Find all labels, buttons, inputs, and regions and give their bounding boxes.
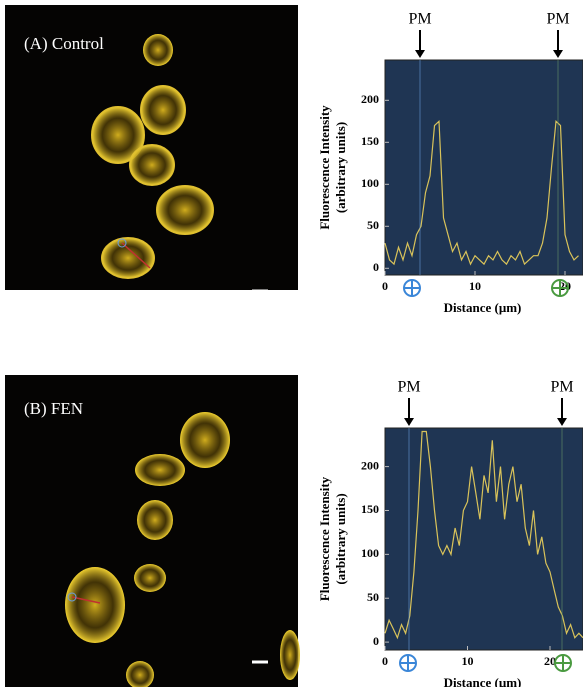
y-tick-label: 150 bbox=[361, 502, 379, 516]
x-axis-label: Distance (μm) bbox=[444, 675, 522, 687]
pm-arrowhead bbox=[415, 50, 425, 58]
panel-label: (A) Control bbox=[24, 34, 104, 53]
y-tick-label: 50 bbox=[367, 590, 379, 604]
x-tick-label: 10 bbox=[469, 279, 481, 293]
profile-line bbox=[384, 430, 583, 640]
micrograph-a: (A) Control bbox=[5, 5, 298, 293]
x-tick-label: 10 bbox=[462, 654, 474, 668]
y-axis-label: (arbitrary units) bbox=[333, 122, 348, 213]
y-tick-label: 0 bbox=[373, 260, 379, 274]
plot bbox=[384, 430, 583, 650]
pm-arrowhead bbox=[404, 418, 414, 426]
y-axis-label: (arbitrary units) bbox=[333, 493, 348, 584]
y-tick-label: 50 bbox=[367, 218, 379, 232]
profile-line bbox=[384, 119, 579, 266]
pm-label: PM bbox=[397, 379, 420, 396]
y-tick-label: 100 bbox=[361, 176, 379, 190]
y-tick-label: 200 bbox=[361, 458, 379, 472]
x-tick-label: 0 bbox=[382, 279, 388, 293]
pm-arrowhead bbox=[553, 50, 563, 58]
plot bbox=[384, 99, 579, 275]
micrograph-b: (B) FEN bbox=[5, 375, 300, 689]
y-axis-label: Fluorescence Intensity bbox=[317, 476, 332, 601]
x-tick-label: 0 bbox=[382, 654, 388, 668]
pm-label: PM bbox=[408, 11, 431, 28]
y-tick-label: 200 bbox=[361, 92, 379, 106]
y-axis-label: Fluorescence Intensity bbox=[317, 105, 332, 230]
marker-cross bbox=[400, 655, 416, 671]
marker-cross bbox=[404, 280, 420, 296]
pm-label: PM bbox=[550, 379, 573, 396]
y-tick-label: 100 bbox=[361, 546, 379, 560]
x-tick-label: 20 bbox=[544, 654, 556, 668]
pm-arrowhead bbox=[557, 418, 567, 426]
y-tick-label: 150 bbox=[361, 134, 379, 148]
panel-label: (B) FEN bbox=[24, 399, 83, 418]
marker-cross bbox=[552, 280, 568, 296]
marker-cross bbox=[555, 655, 571, 671]
plot-area bbox=[384, 59, 583, 276]
x-axis-label: Distance (μm) bbox=[444, 300, 522, 315]
y-tick-label: 0 bbox=[373, 634, 379, 648]
plot-area bbox=[384, 427, 583, 651]
pm-label: PM bbox=[546, 11, 569, 28]
